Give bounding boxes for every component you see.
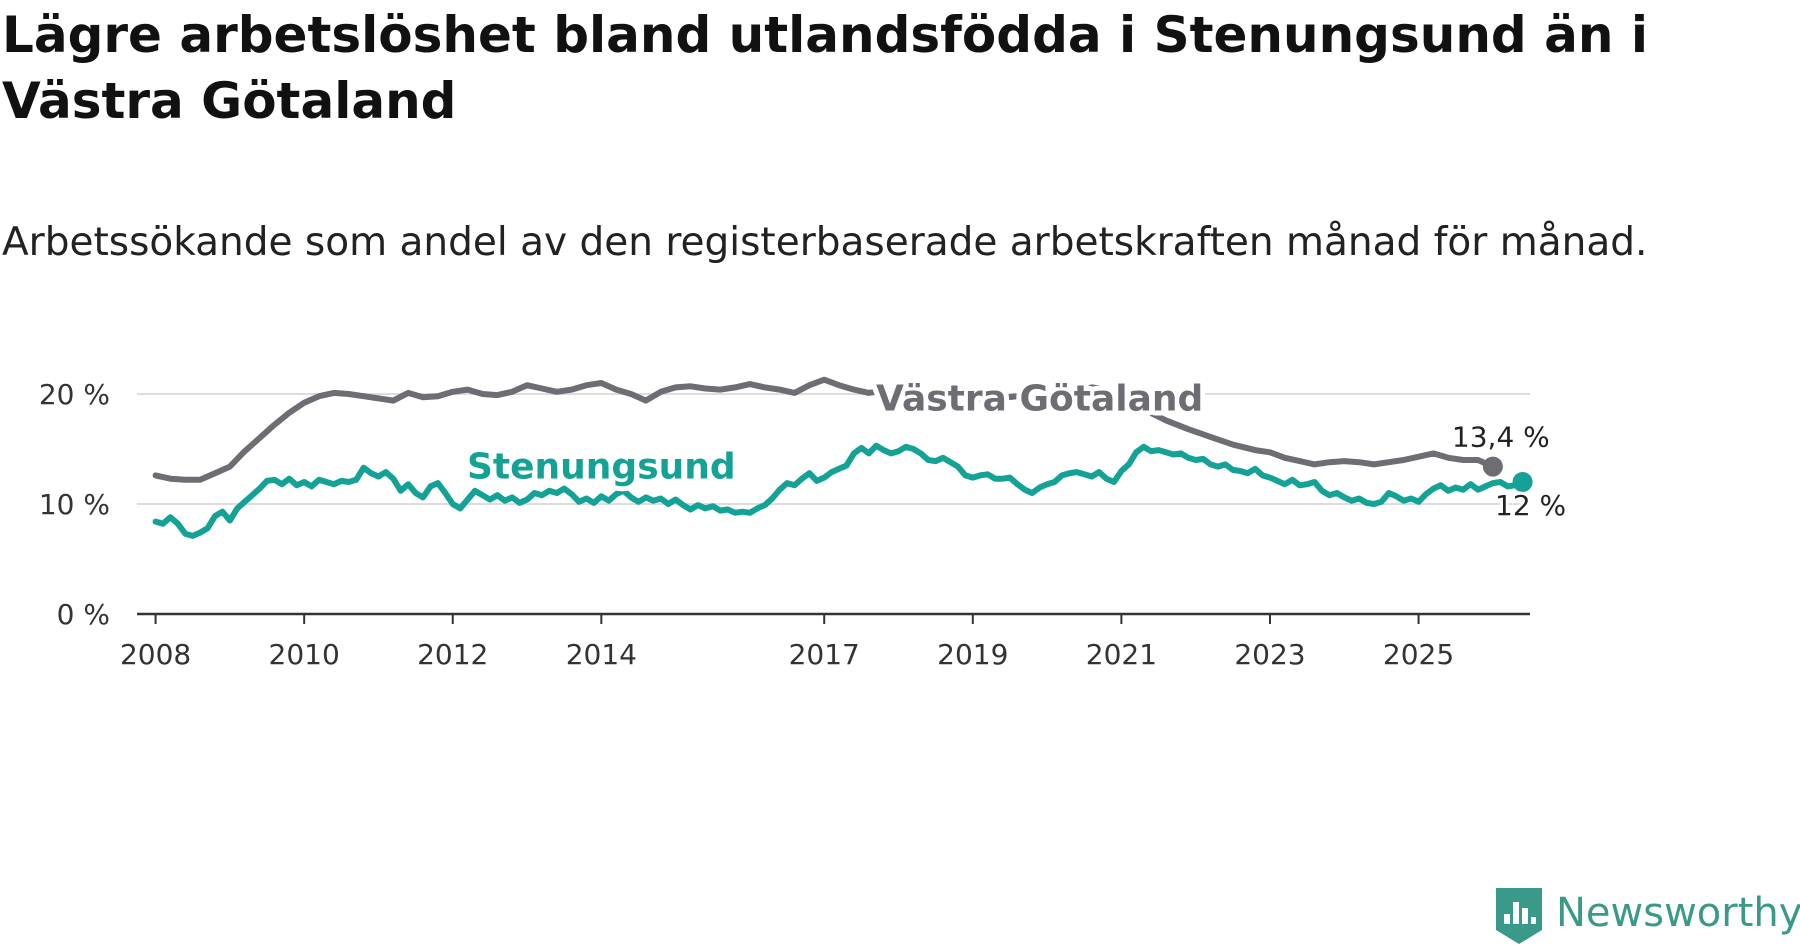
chart-subtitle: Arbetssökande som andel av den registerb… <box>2 220 1648 265</box>
series-end-label-stenungsund: 12 % <box>1495 489 1566 522</box>
y-tick-label: 20 % <box>39 378 110 411</box>
series-annotation-stenungsund: Stenungsund <box>467 447 736 488</box>
y-tick-label: 0 % <box>57 598 110 631</box>
line-chart: 0 % 10 % 20 % 2008 2010 2012 2014 2017 2019 2021… <box>38 374 1569 671</box>
series-annotations: 13,4 % 12 % Västra Götaland Stenungsund <box>462 374 1569 526</box>
x-tick-label: 2021 <box>1086 638 1157 671</box>
x-tick-label: 2008 <box>120 638 191 671</box>
series-annotation-vastra-gotaland: Västra Götaland <box>876 379 1203 420</box>
x-tick-label: 2019 <box>937 638 1008 671</box>
newsworthy-logo: Newsworthy <box>1496 888 1800 944</box>
chart-title: Lägre arbetslöshet bland utlandsfödda i … <box>2 6 1648 130</box>
x-tick-label: 2014 <box>566 638 637 671</box>
x-tick-label: 2023 <box>1234 638 1305 671</box>
x-tick-label: 2025 <box>1383 638 1454 671</box>
y-tick-label: 10 % <box>39 488 110 521</box>
newsworthy-logo-icon <box>1496 888 1542 944</box>
y-axis-tick-labels: 0 % 10 % 20 % <box>39 378 110 631</box>
series-end-point-vastra-gotaland <box>1482 456 1503 477</box>
newsworthy-logo-text: Newsworthy <box>1556 890 1800 936</box>
x-axis-tick-labels: 2008 2010 2012 2014 2017 2019 2021 2023 2025 <box>120 614 1454 671</box>
x-tick-label: 2010 <box>269 638 340 671</box>
series-line-stenungsund <box>152 442 1526 539</box>
x-tick-label: 2017 <box>789 638 860 671</box>
series-end-label-vastra-gotaland: 13,4 % <box>1452 421 1550 454</box>
series-line-vastra-gotaland <box>152 376 1496 483</box>
series-lines <box>152 376 1533 539</box>
series-end-point-stenungsund <box>1512 472 1533 492</box>
x-tick-label: 2012 <box>417 638 488 671</box>
